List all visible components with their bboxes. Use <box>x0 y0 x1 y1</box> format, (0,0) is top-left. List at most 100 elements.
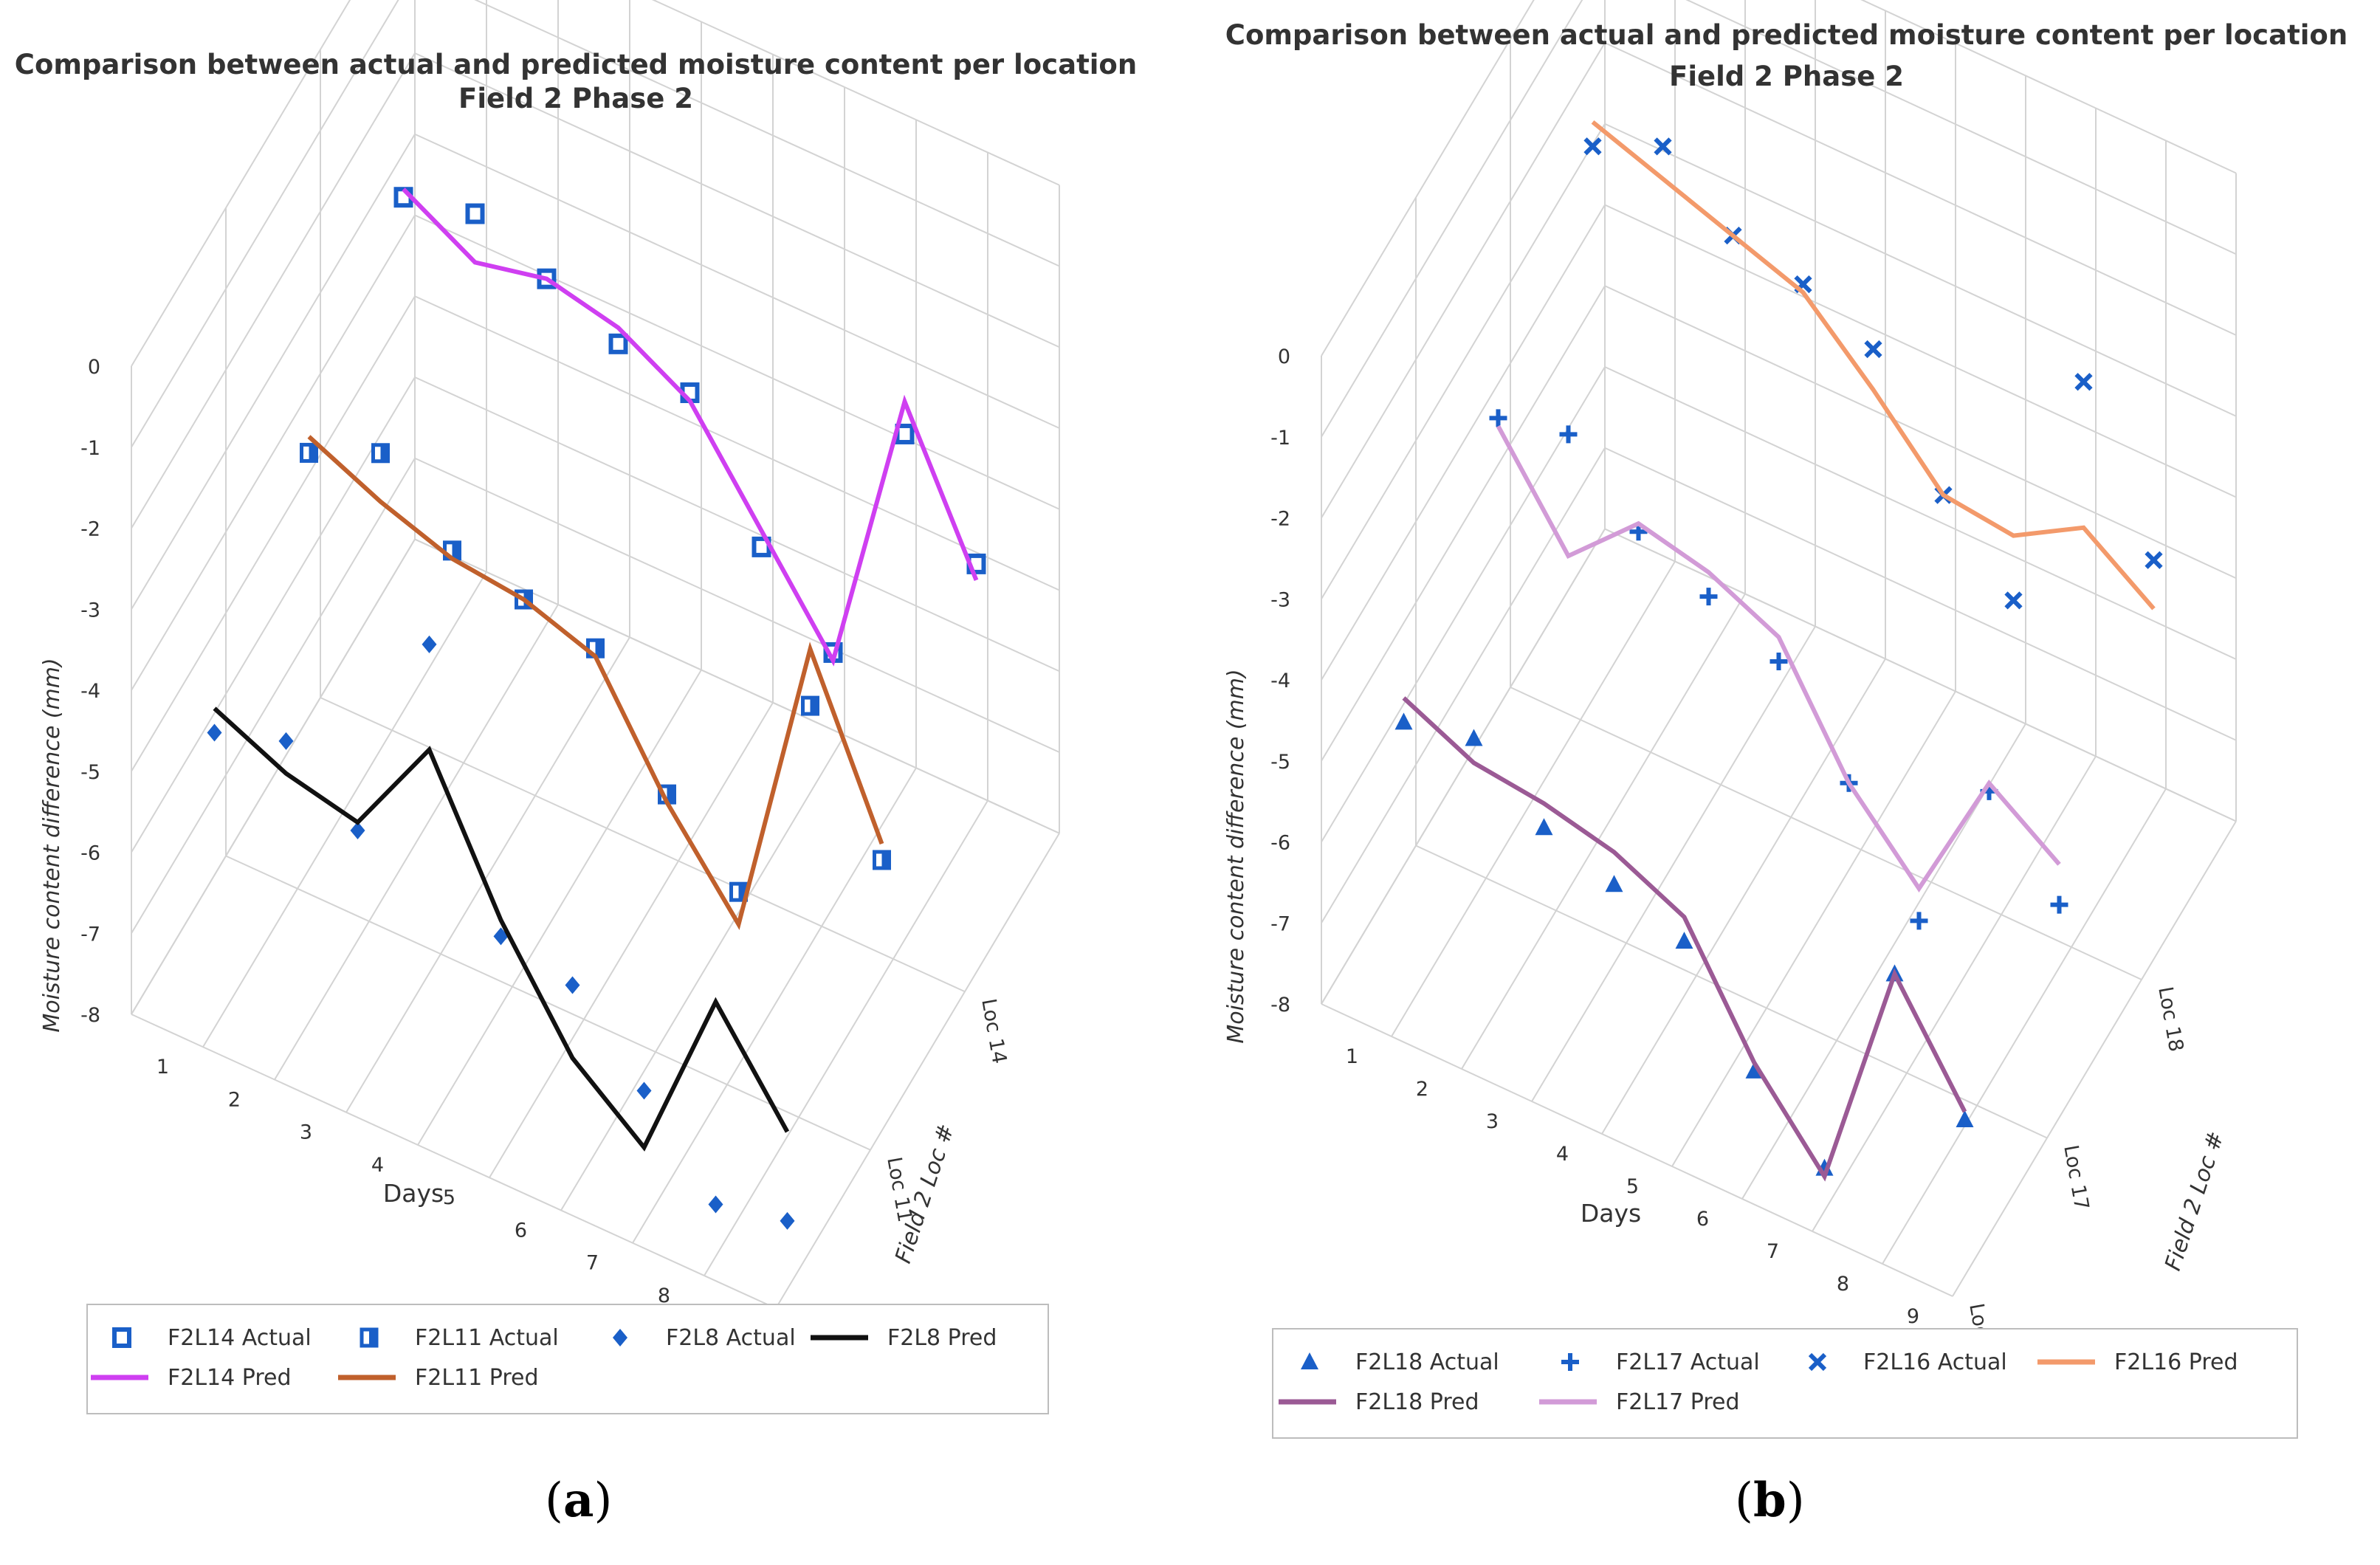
data-point <box>1583 137 1602 156</box>
gridline-side-y <box>1604 285 2237 579</box>
legend-label: F2L8 Actual <box>666 1325 796 1351</box>
caption-a-letter: a <box>563 1473 594 1528</box>
gridline-floor-x <box>131 538 416 1015</box>
legend-label: F2L14 Actual <box>168 1325 312 1351</box>
legend-item-f2l14-pred: F2L14 Pred <box>91 1365 292 1391</box>
data-point <box>1465 729 1483 746</box>
data-point <box>565 976 580 994</box>
y-tick-label: -6 <box>80 842 100 865</box>
legend-label: F2L14 Pred <box>168 1365 292 1391</box>
x-tick-label: 5 <box>1626 1175 1639 1198</box>
z-tick-label: Loc 14 <box>977 997 1011 1066</box>
legend-item-f2l8-pred: F2L8 Pred <box>811 1325 997 1351</box>
gridline-floor-x <box>1952 820 2237 1297</box>
x-tick-label: 7 <box>1767 1240 1779 1263</box>
y-tick-label: -7 <box>1270 912 1290 935</box>
legend-label: F2L11 Actual <box>415 1325 559 1351</box>
y-tick-label: -1 <box>1270 427 1290 450</box>
gridline-floor-z <box>1604 528 2237 822</box>
gridline-floor-x <box>1461 593 1746 1070</box>
gridline-side-y <box>1685 0 2237 255</box>
y-tick-label: -5 <box>80 761 100 784</box>
gridlines <box>1321 0 2237 1297</box>
y-tick-label: -1 <box>80 437 100 460</box>
gridline-side-y <box>1604 204 2237 498</box>
legend-label: F2L16 Actual <box>1863 1349 2007 1375</box>
data-point <box>422 635 437 653</box>
data-point <box>608 333 628 354</box>
gridline-floor-x <box>1882 788 2167 1265</box>
gridline-floor-z <box>320 697 966 993</box>
legend-item-f2l17-pred: F2L17 Pred <box>1539 1389 1740 1415</box>
marker-fill <box>881 851 890 868</box>
marker-fill <box>738 884 746 901</box>
gridline-back-y <box>131 52 416 529</box>
gridline-back-y <box>1321 366 1606 843</box>
series-line <box>402 188 979 667</box>
x-tick-label: 4 <box>1556 1143 1569 1166</box>
gridline-floor-x <box>560 735 845 1211</box>
legend-item-f2l14-actual: F2L14 Actual <box>112 1325 312 1351</box>
legend-label: F2L16 Pred <box>2114 1349 2238 1375</box>
gridline-side-y <box>414 214 1060 510</box>
gridline-floor-z <box>414 538 1060 834</box>
series-f2l14-pred <box>402 188 979 667</box>
data-point <box>2050 895 2068 914</box>
legend-item-f2l16-pred: F2L16 Pred <box>2037 1349 2238 1375</box>
legend-label: F2L17 Pred <box>1616 1389 1740 1415</box>
gridline-floor-x <box>1812 755 2097 1232</box>
gridline-floor-x <box>489 702 774 1178</box>
x-tick-label: 3 <box>300 1121 312 1144</box>
gridline-back-y <box>1321 42 1606 519</box>
gridline-back-y <box>131 0 399 448</box>
data-point <box>1769 653 1788 671</box>
data-point <box>300 442 318 463</box>
series-f2l11-actual <box>300 442 891 902</box>
y-tick-label: -2 <box>80 518 100 541</box>
z-tick-label: Loc 17 <box>2059 1143 2093 1212</box>
data-point <box>1654 137 1672 156</box>
z-axis-title: Field 2 Loc # <box>2160 1129 2229 1274</box>
gridline-floor-x <box>704 799 988 1276</box>
gridlines <box>131 0 1060 1310</box>
y-tick-label: 0 <box>1278 345 1290 368</box>
y-tick-label: 0 <box>88 356 100 379</box>
marker-fill <box>667 786 675 803</box>
gridline-back-y <box>131 376 416 853</box>
x-tick-label: 2 <box>1416 1078 1428 1101</box>
y-tick-label: -3 <box>1270 588 1290 611</box>
series-f2l17-pred <box>1496 424 2061 892</box>
data-point <box>1535 818 1553 836</box>
data-point <box>2145 551 2163 569</box>
caption-b-letter: b <box>1753 1473 1786 1528</box>
marker-fill <box>452 542 460 559</box>
legend-item-f2l17-actual: F2L17 Actual <box>1561 1349 1760 1375</box>
series-layer <box>1394 120 2163 1182</box>
gridline-floor-x <box>775 833 1060 1309</box>
y-tick-label: -6 <box>1270 832 1290 855</box>
gridline-back-y <box>1321 0 1535 357</box>
gridline-floor-x <box>274 604 559 1081</box>
y-tick-label: -8 <box>1270 994 1290 1017</box>
y-axis-title: Moisture content difference (mm) <box>39 658 65 1032</box>
x-tick-label: 8 <box>658 1284 670 1307</box>
data-point <box>1956 1110 1974 1127</box>
gridline-back-y <box>131 214 416 691</box>
gridline-side-y <box>1604 447 2237 741</box>
marker-fill <box>810 698 818 715</box>
series-f2l18-pred <box>1402 696 1967 1182</box>
series-f2l17-actual <box>1489 409 2068 930</box>
legend: F2L14 Actual F2L11 Actual F2L8 Actual F2L8 … <box>86 1304 1049 1414</box>
x-tick-label: 3 <box>1486 1110 1499 1133</box>
chart-title: Comparison between actual and predicted … <box>15 49 1137 80</box>
data-point <box>350 821 365 839</box>
series-f2l18-actual <box>1394 712 1974 1176</box>
legend-box <box>86 1304 1049 1414</box>
chart-b-svg: Comparison between actual and predicted … <box>1223 0 2348 1439</box>
marker-fill <box>523 591 532 608</box>
gridline-side-y <box>1604 123 2237 417</box>
gridline-floor-x <box>202 571 487 1048</box>
data-point <box>207 723 222 742</box>
gridline-side-y <box>414 457 1060 753</box>
gridline-back-y <box>1321 285 1606 762</box>
